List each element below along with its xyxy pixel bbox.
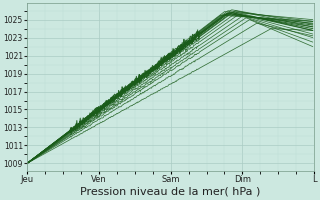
X-axis label: Pression niveau de la mer( hPa ): Pression niveau de la mer( hPa ) xyxy=(80,187,261,197)
